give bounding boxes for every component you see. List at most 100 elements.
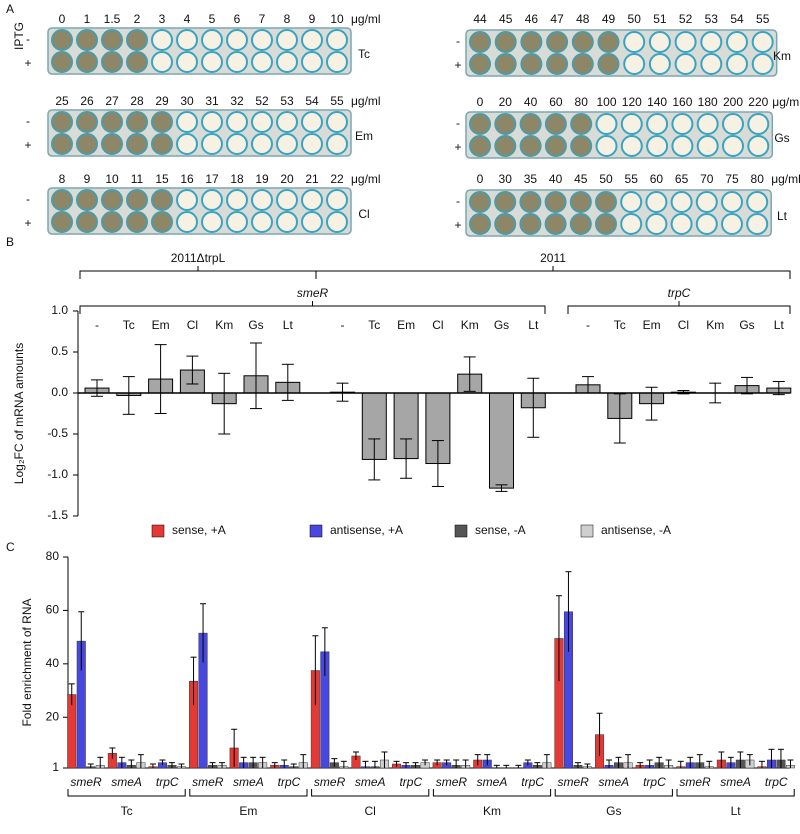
well (76, 51, 98, 73)
well (469, 213, 491, 235)
well (726, 53, 748, 75)
category-label: trpC (521, 775, 544, 789)
concentration-label: 52 (255, 94, 269, 108)
well (151, 29, 173, 51)
group-bracket (554, 789, 673, 797)
well (51, 133, 73, 155)
category-label: smeA (720, 775, 751, 789)
concentration-label: 40 (549, 172, 563, 186)
well (226, 189, 248, 211)
well (76, 189, 98, 211)
well (176, 29, 198, 51)
category-label: Em (643, 318, 661, 332)
y-tick-label: -1.5 (47, 508, 68, 522)
error-bar (300, 754, 307, 768)
well (595, 113, 618, 135)
well (747, 113, 770, 135)
concentration-label: 53 (705, 12, 719, 26)
group-bracket (432, 789, 552, 797)
antibiotic-label: Em (355, 129, 373, 143)
category-label: smeR (192, 775, 224, 789)
well (276, 111, 298, 133)
error-bar (219, 762, 226, 768)
error-bar (527, 377, 540, 438)
error-bar (381, 751, 388, 768)
well (722, 135, 744, 157)
well (276, 211, 298, 233)
error-bar (422, 759, 429, 766)
category-label: smeR (436, 775, 468, 789)
well (126, 29, 148, 51)
error-bar (565, 571, 572, 652)
well (544, 213, 567, 235)
concentration-label: 1 (84, 12, 91, 26)
well (645, 191, 668, 213)
concentration-label: 28 (130, 94, 144, 108)
error-bar (190, 656, 197, 706)
concentration-label: 70 (700, 172, 714, 186)
error-bar (231, 728, 238, 767)
category-label: smeA (111, 775, 142, 789)
iptg-minus: - (26, 32, 30, 46)
error-bar (321, 627, 328, 676)
category-label: Km (461, 318, 479, 332)
concentration-label: 26 (80, 94, 94, 108)
error-bar (87, 763, 94, 768)
well (101, 29, 123, 51)
error-bar (259, 756, 266, 768)
error-bar (665, 759, 672, 768)
well (520, 31, 543, 53)
error-bar (524, 759, 531, 766)
well (276, 29, 298, 51)
well (201, 111, 223, 133)
well (726, 31, 748, 53)
category-label: - (341, 318, 345, 332)
well (674, 31, 697, 53)
y-tick-label: -0.5 (47, 426, 68, 440)
well (201, 189, 223, 211)
error-bar (495, 484, 508, 492)
error-bar (368, 438, 381, 481)
error-bar (534, 762, 541, 768)
concentration-label: 160 (672, 95, 692, 109)
well (544, 191, 567, 213)
error-bar (250, 756, 257, 768)
well (101, 133, 123, 155)
well (494, 31, 517, 53)
well (520, 53, 543, 75)
concentration-label: 55 (756, 12, 770, 26)
group-label: Em (239, 804, 257, 818)
well (597, 53, 620, 75)
category-label: Gs (248, 318, 263, 332)
well (226, 133, 248, 155)
well (751, 31, 774, 53)
well (746, 213, 769, 235)
well (51, 211, 73, 233)
well (201, 29, 223, 51)
antibiotic-label: Tc (358, 47, 370, 61)
antibiotic-label: Km (773, 49, 791, 63)
concentration-label: 80 (575, 95, 589, 109)
y-axis-label: Fold enrichment of RNA (20, 598, 34, 726)
well (76, 29, 98, 51)
well (101, 211, 123, 233)
error-bar (250, 342, 262, 410)
concentration-label: 16 (180, 172, 194, 186)
well (645, 213, 668, 235)
concentration-label: 0 (477, 95, 484, 109)
well (251, 51, 273, 73)
well (569, 213, 592, 235)
error-bar (696, 754, 703, 768)
concentration-label: 22 (330, 172, 344, 186)
error-bar (154, 344, 167, 414)
y-tick-label: 1 (52, 760, 59, 774)
group-label: Cl (365, 804, 376, 818)
error-bar (290, 763, 297, 768)
well (620, 213, 643, 235)
well (101, 189, 123, 211)
error-bar (515, 764, 522, 768)
error-bar (687, 756, 694, 768)
concentration-label: 31 (205, 94, 219, 108)
bar (489, 392, 514, 489)
error-bar (677, 760, 684, 768)
